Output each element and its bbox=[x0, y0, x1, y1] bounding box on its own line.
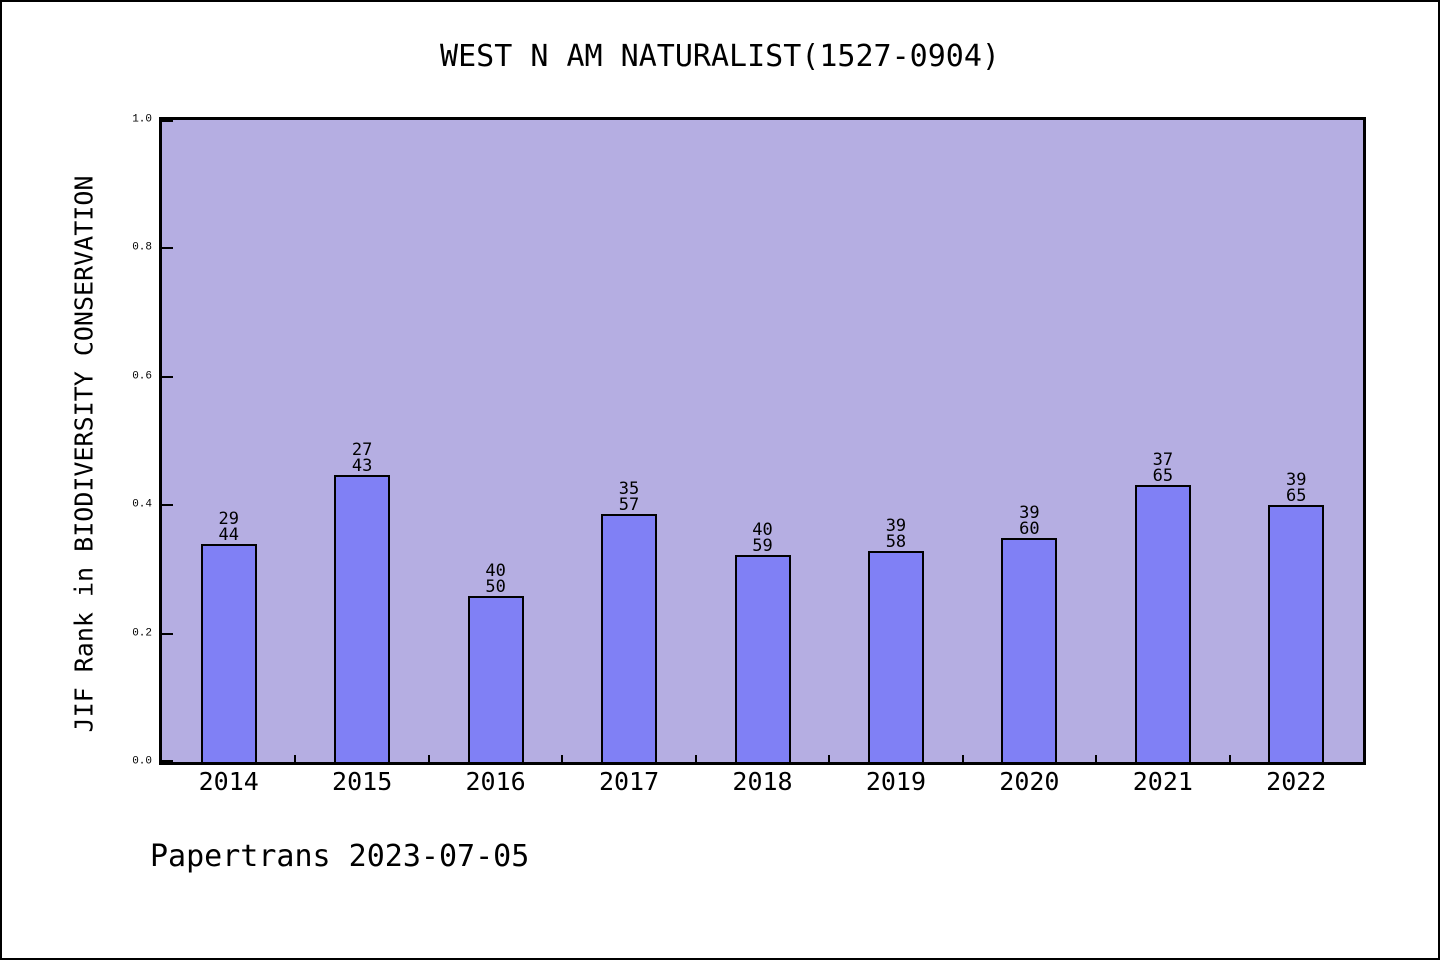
y-tick-label: 0.4 bbox=[132, 498, 152, 511]
bar-value-label: 35 57 bbox=[589, 479, 669, 515]
x-minor-tick-mark bbox=[961, 755, 964, 762]
x-tick-label: 2017 bbox=[598, 767, 660, 796]
bar-rank-value: 29 bbox=[218, 509, 239, 529]
bar-total-value: 44 bbox=[218, 525, 239, 545]
y-tick-mark bbox=[162, 375, 173, 378]
x-tick-label: 2018 bbox=[732, 767, 793, 796]
bar bbox=[1001, 538, 1058, 762]
y-tick-label: 0.6 bbox=[132, 370, 152, 383]
bar-value-label: 37 65 bbox=[1123, 450, 1203, 486]
x-tick-label: 2019 bbox=[865, 767, 927, 796]
bar-total-value: 60 bbox=[1019, 519, 1040, 539]
y-tick-mark bbox=[162, 120, 173, 122]
y-tick-mark bbox=[162, 760, 173, 762]
y-tick-label: 0.0 bbox=[132, 755, 152, 768]
y-tick-mark bbox=[162, 632, 173, 635]
bar-total-value: 57 bbox=[618, 495, 640, 515]
bar-rank-value: 39 bbox=[885, 516, 907, 536]
bar bbox=[867, 551, 924, 762]
bar bbox=[601, 514, 658, 762]
bar-rank-value: 40 bbox=[752, 520, 773, 540]
x-minor-tick-mark bbox=[561, 755, 564, 762]
bar-rank-value: 27 bbox=[351, 440, 373, 460]
bar-value-label: 39 60 bbox=[989, 503, 1069, 539]
bar-total-value: 65 bbox=[1286, 486, 1307, 506]
x-tick-label: 2022 bbox=[1266, 767, 1327, 796]
bar-total-value: 65 bbox=[1152, 466, 1174, 486]
bar-rank-value: 40 bbox=[485, 561, 506, 581]
y-tick-mark bbox=[162, 504, 173, 507]
y-tick-label: 0.8 bbox=[132, 241, 152, 254]
y-axis-label: JIF Rank in BIODIVERSITY CONSERVATION bbox=[69, 175, 99, 733]
bar-value-label: 39 58 bbox=[856, 516, 936, 552]
bar-rank-value: 39 bbox=[1019, 503, 1040, 523]
bar-rank-value: 37 bbox=[1152, 450, 1174, 470]
bar-value-label: 39 65 bbox=[1256, 470, 1336, 506]
bar bbox=[1268, 505, 1325, 762]
bar-total-value: 43 bbox=[351, 456, 373, 476]
plot-area: 29 44 27 43 40 50 35 57 40 59 39 58 39 60 37 65 39 65 bbox=[159, 117, 1366, 765]
bar-value-label: 29 44 bbox=[189, 509, 269, 545]
x-minor-tick-mark bbox=[1228, 755, 1231, 762]
chart-title: WEST N AM NATURALIST(1527-0904) bbox=[440, 39, 1000, 74]
x-tick-label: 2014 bbox=[198, 767, 259, 796]
bar-total-value: 58 bbox=[885, 532, 907, 552]
x-minor-tick-mark bbox=[427, 755, 430, 762]
bar-value-label: 40 50 bbox=[456, 561, 536, 597]
bar-total-value: 50 bbox=[485, 577, 506, 597]
x-tick-label: 2021 bbox=[1132, 767, 1193, 796]
x-tick-label: 2016 bbox=[465, 767, 526, 796]
x-minor-tick-mark bbox=[828, 755, 831, 762]
bar-rank-value: 35 bbox=[618, 479, 640, 499]
x-minor-tick-mark bbox=[694, 755, 697, 762]
bar bbox=[1134, 485, 1191, 762]
y-tick-label: 1.0 bbox=[132, 113, 152, 126]
bar-total-value: 59 bbox=[752, 536, 773, 556]
bar-value-label: 40 59 bbox=[723, 520, 803, 556]
watermark-text: Papertrans 2023-07-05 bbox=[150, 839, 530, 874]
bar bbox=[734, 555, 791, 762]
bar-rank-value: 39 bbox=[1286, 470, 1307, 490]
bar bbox=[334, 475, 391, 762]
bar bbox=[200, 544, 257, 762]
x-tick-label: 2015 bbox=[332, 767, 393, 796]
y-tick-label: 0.2 bbox=[132, 627, 152, 640]
x-minor-tick-mark bbox=[294, 755, 297, 762]
x-minor-tick-mark bbox=[1095, 755, 1098, 762]
bar bbox=[467, 596, 524, 762]
y-tick-mark bbox=[162, 247, 173, 250]
x-tick-label: 2020 bbox=[999, 767, 1060, 796]
bar-value-label: 27 43 bbox=[322, 440, 402, 476]
